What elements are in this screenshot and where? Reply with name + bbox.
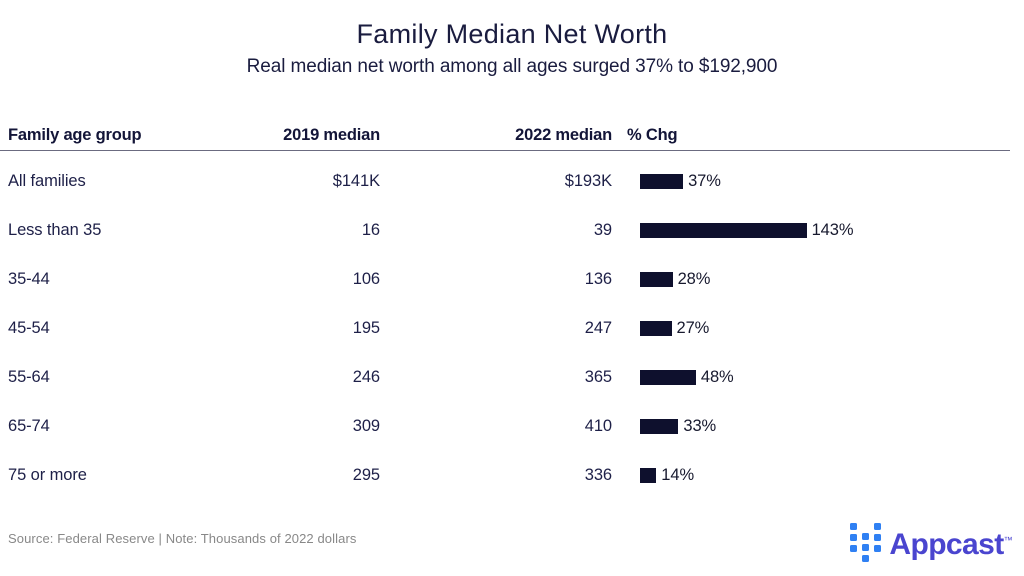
pct-change-bar [640, 321, 672, 336]
pct-change-cell: 48% [612, 368, 1024, 387]
age-group-cell: 65-74 [8, 417, 50, 435]
age-group-cell: 45-54 [8, 319, 50, 337]
page-title: Family Median Net Worth [356, 19, 668, 49]
pct-change-cell: 14% [612, 466, 1024, 485]
pct-change-label: 27% [676, 319, 710, 337]
median-2019-cell: 195 [352, 319, 380, 337]
table-header-row: Family age group 2019 median 2022 median… [0, 120, 1024, 150]
table-row: 65-74 309 410 33% [0, 402, 1024, 451]
source-note: Source: Federal Reserve | Note: Thousand… [8, 531, 357, 546]
median-2022-cell: 336 [584, 466, 612, 484]
pct-change-label: 37% [688, 172, 721, 190]
appcast-logo: Appcast™ [850, 522, 1013, 562]
median-2019-cell: 16 [361, 221, 380, 239]
table-row: All families $141K $193K 37% [0, 157, 1024, 206]
pct-change-label: 143% [811, 221, 854, 239]
pct-change-bar [640, 370, 696, 385]
appcast-logo-icon [850, 522, 882, 562]
pct-change-cell: 37% [612, 172, 1024, 191]
header-2022-median: 2022 median [515, 125, 612, 144]
pct-change-label: 33% [683, 417, 717, 435]
median-2022-cell: 136 [584, 270, 612, 288]
median-2019-cell: 309 [352, 417, 380, 435]
header-family-age-group: Family age group [8, 125, 142, 144]
age-group-cell: 35-44 [8, 270, 50, 288]
median-2019-cell: 295 [352, 466, 380, 484]
pct-change-label: 14% [661, 466, 695, 484]
median-2019-cell: 106 [352, 270, 380, 288]
median-2022-cell: 410 [584, 417, 612, 435]
age-group-cell: 55-64 [8, 368, 50, 386]
pct-change-label: 28% [677, 270, 711, 288]
header-pct-chg: % Chg [627, 125, 678, 144]
pct-change-label: 48% [700, 368, 734, 386]
median-2022-cell: 39 [593, 221, 612, 239]
median-2022-cell: 247 [584, 319, 612, 337]
pct-change-cell: 33% [612, 417, 1024, 436]
trademark-symbol: ™ [1003, 534, 1013, 545]
table-row: 45-54 195 247 27% [0, 304, 1024, 353]
table-row: 35-44 106 136 28% [0, 255, 1024, 304]
logo-square-column [874, 522, 882, 562]
pct-change-bar [640, 223, 807, 238]
page-subtitle: Real median net worth among all ages sur… [246, 56, 778, 77]
appcast-wordmark: Appcast™ [889, 527, 1013, 561]
pct-change-cell: 27% [612, 319, 1024, 338]
median-2019-cell: $141K [332, 172, 380, 190]
table-row: 75 or more 295 336 14% [0, 451, 1024, 500]
pct-change-bar [640, 272, 673, 287]
table-body: All families $141K $193K 37% Less than 3… [0, 157, 1024, 500]
logo-square-column [850, 522, 858, 562]
age-group-cell: Less than 35 [8, 221, 102, 239]
header-divider [0, 150, 1010, 151]
median-2022-cell: 365 [584, 368, 612, 386]
header-2019-median: 2019 median [283, 125, 380, 144]
table-row: Less than 35 16 39 143% [0, 206, 1024, 255]
pct-change-bar [640, 174, 684, 189]
logo-square-column [862, 532, 870, 562]
age-group-cell: All families [8, 172, 86, 190]
pct-change-cell: 28% [612, 270, 1024, 289]
median-2019-cell: 246 [352, 368, 380, 386]
median-2022-cell: $193K [564, 172, 612, 190]
table-row: 55-64 246 365 48% [0, 353, 1024, 402]
age-group-cell: 75 or more [8, 466, 87, 484]
pct-change-bar [640, 468, 657, 483]
pct-change-bar [640, 419, 679, 434]
pct-change-cell: 143% [612, 221, 1024, 240]
